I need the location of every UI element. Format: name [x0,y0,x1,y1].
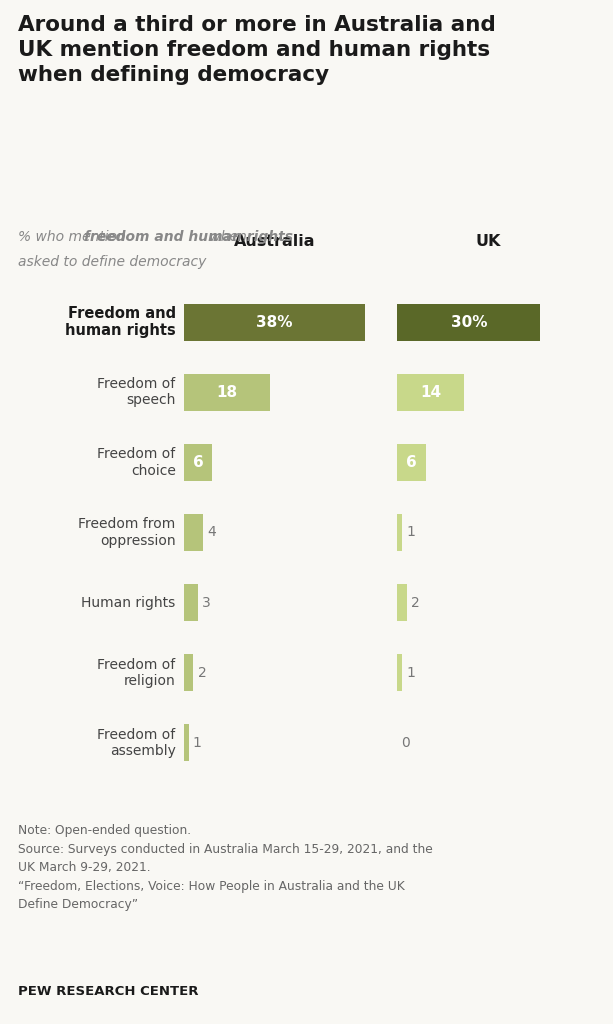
Text: Freedom and
human rights: Freedom and human rights [65,306,176,339]
Bar [184,585,198,621]
Text: when: when [205,230,246,245]
Text: 14: 14 [420,385,441,399]
Text: 18: 18 [216,385,237,399]
Text: asked to define democracy: asked to define democracy [18,255,207,269]
Bar [184,444,213,480]
Text: Freedom of
speech: Freedom of speech [97,377,176,408]
Bar [184,304,365,341]
Text: 6: 6 [406,455,417,470]
Text: 6: 6 [193,455,204,470]
Text: Freedom from
oppression: Freedom from oppression [78,517,176,548]
Bar [397,304,540,341]
Text: 2: 2 [197,666,206,680]
Text: 38%: 38% [256,314,292,330]
Text: Freedom of
assembly: Freedom of assembly [97,728,176,758]
Text: freedom and human rights: freedom and human rights [84,230,293,245]
Bar [397,514,402,551]
Text: 1: 1 [192,735,202,750]
Text: UK: UK [475,233,500,249]
Text: Freedom of
religion: Freedom of religion [97,657,176,688]
Text: 30%: 30% [451,314,487,330]
Text: Freedom of
choice: Freedom of choice [97,447,176,477]
Bar [184,374,270,411]
Bar [397,374,464,411]
Text: 1: 1 [406,666,415,680]
Bar [397,654,402,691]
Text: Human rights: Human rights [82,596,176,609]
Bar [397,444,426,480]
Text: % who mention: % who mention [18,230,131,245]
Text: 2: 2 [411,596,420,609]
Text: 0: 0 [402,735,410,750]
Text: Australia: Australia [234,233,315,249]
Text: Around a third or more in Australia and
UK mention freedom and human rights
when: Around a third or more in Australia and … [18,15,496,85]
Bar [184,654,194,691]
Bar [184,514,203,551]
Text: PEW RESEARCH CENTER: PEW RESEARCH CENTER [18,985,199,998]
Bar [397,585,407,621]
Text: 1: 1 [406,525,415,540]
Text: 3: 3 [202,596,211,609]
Bar [184,724,189,761]
Text: Note: Open-ended question.
Source: Surveys conducted in Australia March 15-29, 2: Note: Open-ended question. Source: Surve… [18,824,433,911]
Text: 4: 4 [207,525,216,540]
